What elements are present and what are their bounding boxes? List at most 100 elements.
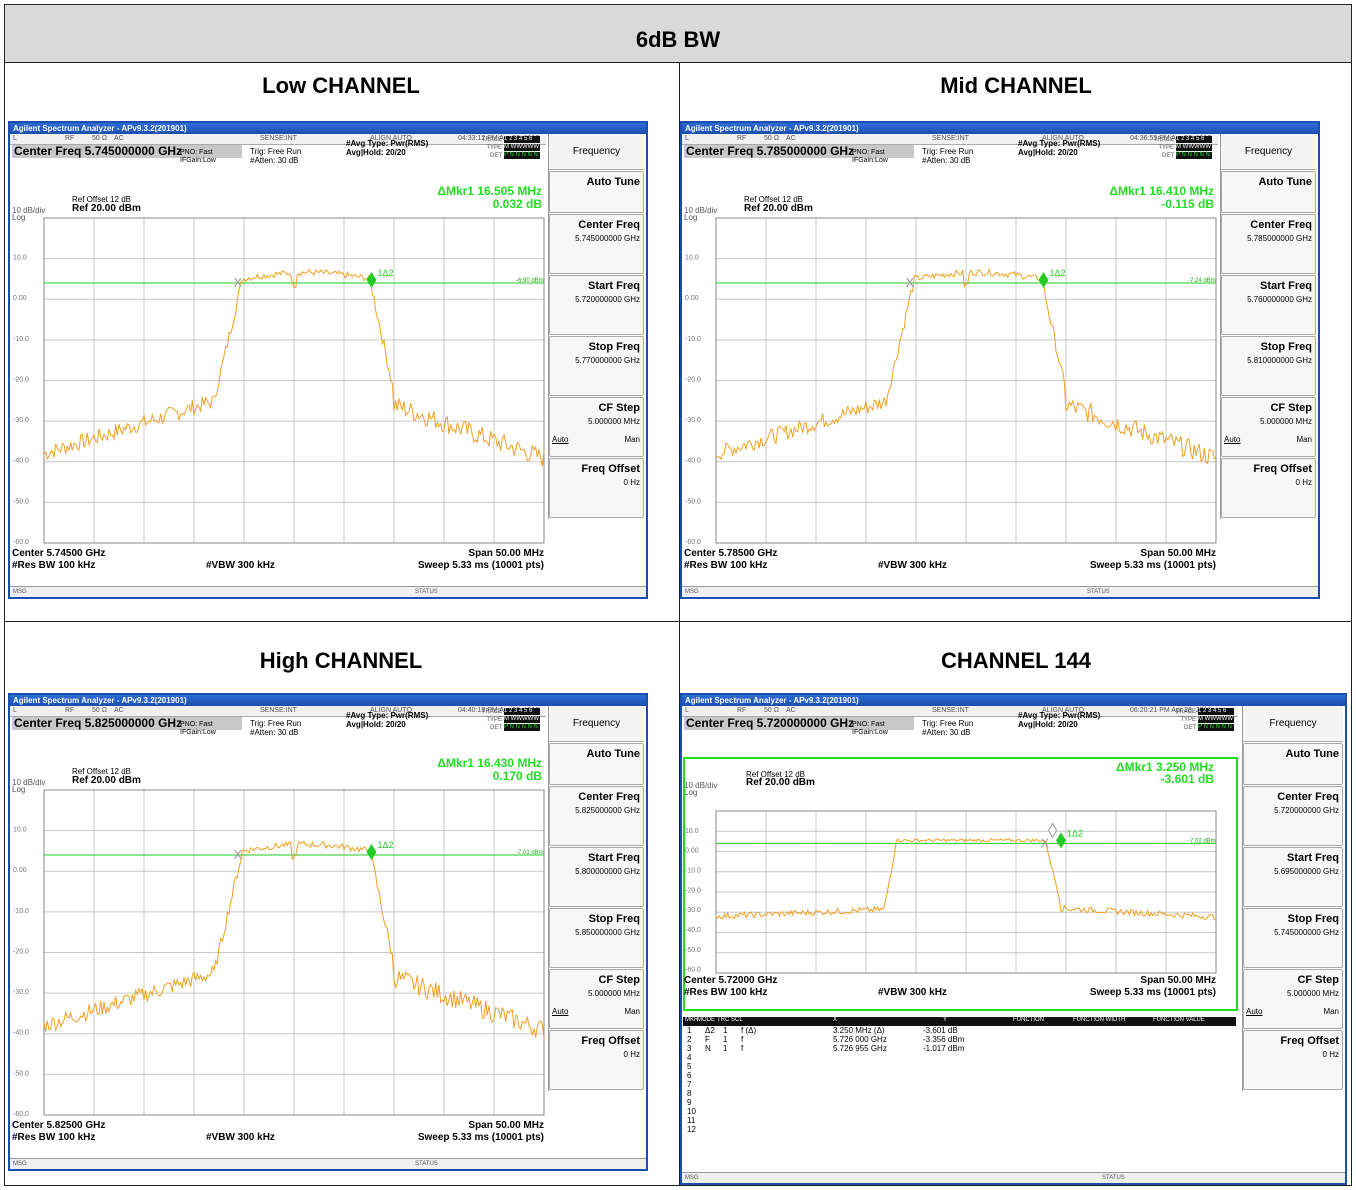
marker-1-diamond	[366, 844, 377, 860]
trace-row: TRACE 1 2 3 4 5 6	[474, 136, 540, 144]
trace-value: 1 2 3 4 5 6	[1176, 136, 1212, 143]
marker-table-row[interactable]: 10	[683, 1107, 1236, 1116]
marker-table-row[interactable]: 5	[683, 1062, 1236, 1071]
cf-step-man[interactable]: Man	[1323, 1007, 1339, 1016]
status-item: AC	[114, 707, 124, 714]
avg-hold-label: Avg|Hold: 20/20	[1018, 720, 1078, 729]
menu-item-label: CF Step	[598, 974, 640, 986]
vbw-label: #VBW 300 kHz	[206, 560, 275, 571]
trace-label: TYPE	[486, 717, 502, 724]
start-freq-button[interactable]: Start Freq 5.720000000 GHz	[549, 275, 644, 335]
status-label: STATUS	[415, 1161, 438, 1167]
trace-label: TYPE	[486, 145, 502, 152]
center-freq-label: Center 5.82500 GHz	[12, 1120, 106, 1131]
cf-step-auto[interactable]: Auto	[552, 1007, 569, 1016]
marker-table-row[interactable]: 3 N 1 f 5.726 955 GHz -1.017 dBm	[683, 1044, 1236, 1053]
stop-freq-button[interactable]: Stop Freq 5.810000000 GHz	[1221, 336, 1316, 396]
marker-table-row[interactable]: 6	[683, 1071, 1236, 1080]
marker-table-row[interactable]: 8	[683, 1089, 1236, 1098]
marker-table-cell: f	[741, 1044, 744, 1053]
freq-offset-button[interactable]: Freq Offset 0 Hz	[1243, 1030, 1343, 1090]
marker-table-col: TRC	[717, 1017, 730, 1023]
marker-table-cell: 3	[687, 1044, 692, 1053]
menu-item-value: 5.720000000 GHz	[575, 295, 640, 304]
auto-tune-button[interactable]: Auto Tune	[549, 743, 644, 785]
status-item: SENSE:INT	[932, 135, 969, 142]
cf-step-man[interactable]: Man	[624, 435, 640, 444]
marker-table-row[interactable]: 7	[683, 1080, 1236, 1089]
trace-row: TYPE M WWWWW	[474, 144, 540, 152]
stop-freq-button[interactable]: Stop Freq 5.745000000 GHz	[1243, 908, 1343, 968]
mid-channel-title: Mid CHANNEL	[940, 73, 1092, 98]
marker-table-row[interactable]: 4	[683, 1053, 1236, 1062]
freq-offset-button[interactable]: Freq Offset 0 Hz	[1221, 458, 1316, 518]
center-freq-button[interactable]: Center Freq 5.785000000 GHz	[1221, 214, 1316, 274]
msg-label: MSG	[13, 589, 27, 595]
marker-table-cell: 1	[687, 1026, 692, 1035]
vbw-label: #VBW 300 kHz	[206, 1132, 275, 1143]
scale-label: 10 dB/div	[684, 781, 718, 790]
cf-step-auto[interactable]: Auto	[1224, 435, 1241, 444]
cf-step-button[interactable]: CF Step 5.000000 MHz Auto Man	[1243, 969, 1343, 1029]
scale-label: 10 dB/div	[12, 778, 46, 787]
report-table: 6dB BW Low CHANNEL Mid CHANNEL High CHAN…	[4, 4, 1352, 1186]
marker-table-cell: 9	[687, 1098, 692, 1107]
trace-row: TRACE 1 2 3 4 5 6	[1168, 708, 1234, 716]
window-title-bar: Agilent Spectrum Analyzer - APv9.3.2(201…	[682, 695, 1345, 706]
cf-step-auto[interactable]: Auto	[552, 435, 569, 444]
delta-marker-value: 0.032 dB	[492, 197, 542, 211]
menu-title: Frequency	[1243, 706, 1343, 742]
cf-step-auto[interactable]: Auto	[1246, 1007, 1263, 1016]
freq-offset-button[interactable]: Freq Offset 0 Hz	[549, 1030, 644, 1090]
center-freq-button[interactable]: Center Freq 5.745000000 GHz	[549, 214, 644, 274]
spectrum-plot: 10.0 0.00 -10.0 -20.0 -30.0 -40.0 -50.0 -60.0 -7…	[685, 217, 1217, 546]
center-freq-label: Center 5.74500 GHz	[12, 548, 106, 559]
start-freq-button[interactable]: Start Freq 5.695000000 GHz	[1243, 847, 1343, 907]
y-tick-label: -30.0	[13, 989, 29, 996]
menu-item-value: 5.000000 MHz	[587, 417, 640, 426]
ifgain-label: IFGain:Low	[180, 157, 216, 164]
y-tick-label: -10.0	[13, 336, 29, 343]
trace-value: P N N N N N	[1176, 152, 1212, 160]
auto-tune-button[interactable]: Auto Tune	[1221, 171, 1316, 213]
ref-level-label: Ref 20.00 dBm	[72, 203, 141, 214]
center-freq-label: Center 5.78500 GHz	[684, 548, 778, 559]
marker-table-row[interactable]: 9	[683, 1098, 1236, 1107]
stop-freq-button[interactable]: Stop Freq 5.770000000 GHz	[549, 336, 644, 396]
scale-label: 10 dB/div	[12, 206, 46, 215]
cf-step-button[interactable]: CF Step 5.000000 MHz Auto Man	[549, 969, 644, 1029]
marker-table-row[interactable]: 11	[683, 1116, 1236, 1125]
log-label: Log	[684, 213, 698, 222]
status-item: SENSE:INT	[260, 707, 297, 714]
y-tick-label: -50.0	[685, 947, 701, 954]
marker-table-row[interactable]: 12	[683, 1125, 1236, 1134]
cf-step-button[interactable]: CF Step 5.000000 MHz Auto Man	[549, 397, 644, 457]
start-freq-button[interactable]: Start Freq 5.760000000 GHz	[1221, 275, 1316, 335]
marker-table-row[interactable]: 2 F 1 f 5.726 000 GHz -3.356 dBm	[683, 1035, 1236, 1044]
stop-freq-button[interactable]: Stop Freq 5.850000000 GHz	[549, 908, 644, 968]
y-tick-label: -10.0	[685, 868, 701, 875]
y-tick-label: 0.00	[13, 867, 27, 874]
status-bar: L RF 50 Ω AC SENSE:INT ALIGN AUTO 04:36:55 PM …	[682, 134, 1218, 145]
menu-item-value: 5.785000000 GHz	[1247, 234, 1312, 243]
rbw-label: #Res BW 100 kHz	[12, 1132, 96, 1143]
cf-step-button[interactable]: CF Step 5.000000 MHz Auto Man	[1221, 397, 1316, 457]
marker-table-row[interactable]: 1 Δ2 1 f (Δ) 3.250 MHz (Δ) -3.601 dB	[683, 1026, 1236, 1035]
cf-step-man[interactable]: Man	[624, 1007, 640, 1016]
center-freq-button[interactable]: Center Freq 5.825000000 GHz	[549, 786, 644, 846]
marker-table-col: Y	[943, 1017, 948, 1023]
auto-tune-button[interactable]: Auto Tune	[1243, 743, 1343, 785]
trace-value: M WWWWW	[1176, 144, 1212, 152]
start-freq-button[interactable]: Start Freq 5.800000000 GHz	[549, 847, 644, 907]
y-tick-label: -40.0	[685, 458, 701, 465]
menu-item-value: 5.695000000 GHz	[1274, 867, 1339, 876]
trace-row: DET P N N N N N	[1146, 152, 1212, 160]
center-freq-button[interactable]: Center Freq 5.720000000 GHz	[1243, 786, 1343, 846]
menu-item-label: Start Freq	[588, 852, 640, 864]
menu-item-value: 5.760000000 GHz	[1247, 295, 1312, 304]
menu-item-value: 5.745000000 GHz	[1274, 928, 1339, 937]
marker-3-diamond	[1047, 822, 1058, 839]
cf-step-man[interactable]: Man	[1296, 435, 1312, 444]
freq-offset-button[interactable]: Freq Offset 0 Hz	[549, 458, 644, 518]
auto-tune-button[interactable]: Auto Tune	[549, 171, 644, 213]
